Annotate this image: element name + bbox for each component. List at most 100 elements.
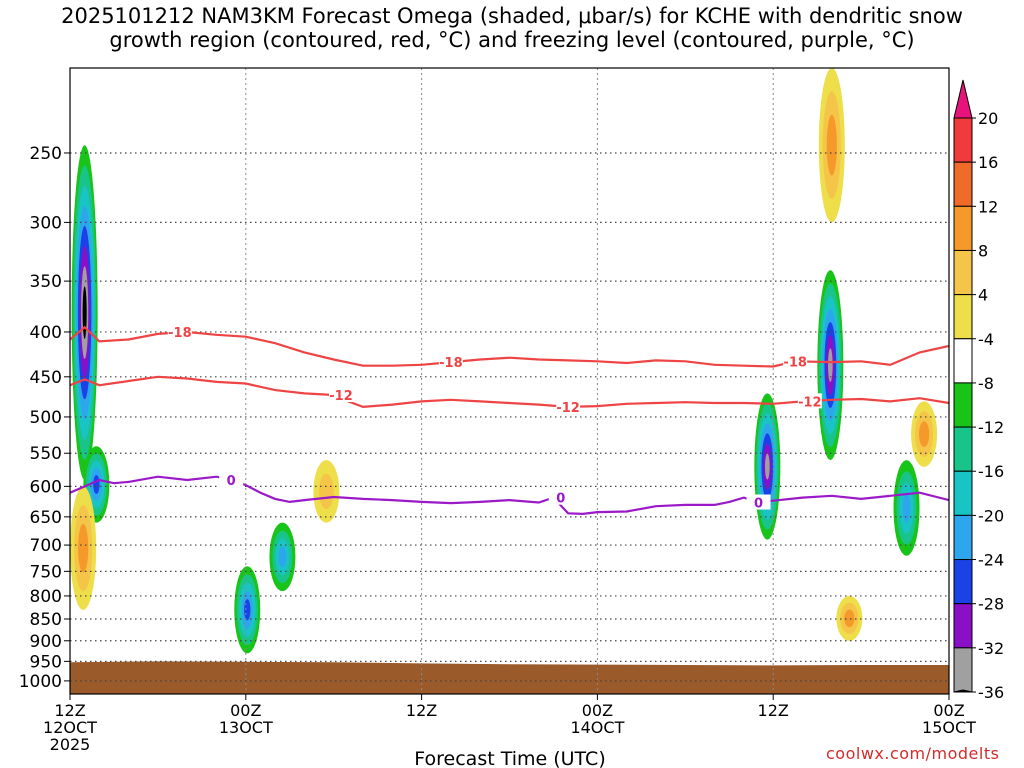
contour-dgz-minus18: -18 -18 -18 — [70, 323, 949, 371]
omega-cell-ascent — [817, 270, 844, 461]
y-tick-label: 1000 — [19, 672, 62, 692]
contour-label: -18 — [783, 355, 807, 370]
colorbar-label: 4 — [978, 286, 988, 305]
colorbar-top-arrow — [953, 79, 973, 119]
contour-dgz-minus12: -12 -12 -12 — [70, 375, 949, 416]
colorbar-label: -12 — [978, 418, 1004, 437]
y-tick-label: 950 — [30, 652, 62, 672]
y-tick-label: 350 — [30, 272, 62, 292]
x-tick-label: 00Z — [230, 701, 261, 720]
contours: -18 -18 -18 -12 -12 -12 0 0 0 — [70, 323, 949, 516]
contour-label-bg — [746, 494, 771, 510]
omega-cell-descent — [836, 595, 863, 641]
colorbar-swatch — [953, 161, 973, 207]
omega-cell-descent — [818, 68, 845, 223]
x-tick-label: 12Z — [406, 701, 437, 720]
colorbar-swatch — [953, 559, 973, 605]
omega-cell-descent — [313, 460, 340, 523]
y-tick-label: 450 — [30, 368, 62, 388]
contour-label: 0 — [227, 474, 236, 489]
chart-title-line1: 2025101212 NAM3KM Forecast Omega (shaded… — [61, 4, 963, 28]
x-tick-label: 13OCT — [219, 718, 273, 737]
colorbar-swatch — [953, 117, 973, 163]
omega-contour-band — [826, 114, 837, 176]
y-tick-label: 700 — [30, 536, 62, 556]
x-tick-label: 00Z — [933, 701, 964, 720]
y-tick-label: 900 — [30, 632, 62, 652]
colorbar-swatch — [953, 470, 973, 516]
omega-contour-band — [828, 348, 833, 383]
omega-contour-band — [244, 599, 251, 621]
x-tick-label: 2025 — [50, 735, 91, 754]
colorbar-swatch — [953, 294, 973, 340]
y-tick-label: 550 — [30, 444, 62, 464]
omega-contour-band — [765, 453, 770, 480]
y-tick-label: 650 — [30, 508, 62, 528]
x-tick-label: 12Z — [54, 701, 85, 720]
omega-contour-band — [844, 609, 855, 628]
colorbar-label: -24 — [978, 551, 1004, 570]
colorbar-label: -20 — [978, 506, 1004, 525]
contour-label-bg — [797, 393, 822, 409]
terrain-fill — [70, 661, 949, 694]
contour-line — [70, 475, 949, 516]
contour-label-bg — [548, 489, 573, 505]
y-axis: 2503003504004505005506006507007508008509… — [19, 144, 70, 692]
colorbar-label: -36 — [978, 683, 1004, 702]
omega-contour-band — [82, 286, 87, 339]
chart-title-line2: growth region (contoured, red, °C) and f… — [109, 28, 915, 52]
colorbar-swatch — [953, 647, 973, 693]
colorbar-label: -8 — [978, 374, 994, 393]
chart-title: 2025101212 NAM3KM Forecast Omega (shaded… — [0, 4, 1024, 52]
contour-freezing-level: 0 0 0 — [70, 471, 949, 516]
contour-label: -18 — [439, 356, 463, 371]
omega-shading — [70, 68, 938, 654]
omega-cell-descent — [911, 401, 938, 467]
y-tick-label: 800 — [30, 587, 62, 607]
omega-cell-ascent — [893, 460, 920, 556]
credit-text: coolwx.com/modelts — [826, 744, 1000, 763]
colorbar-swatch — [953, 338, 973, 384]
colorbar-swatch — [953, 514, 973, 561]
x-tick-label: 00Z — [582, 701, 613, 720]
colorbar-swatch — [953, 382, 973, 428]
colorbar-bottom-arrow — [953, 689, 973, 693]
contour-line — [70, 375, 949, 409]
colorbar-swatch — [953, 205, 973, 251]
x-axis-label: Forecast Time (UTC) — [414, 748, 605, 768]
contour-line — [70, 325, 949, 368]
colorbar-label: 8 — [978, 241, 988, 260]
omega-cell-descent — [70, 486, 97, 610]
contour-label: -18 — [168, 326, 192, 341]
omega-contour-band — [93, 475, 100, 494]
colorbar-label: 16 — [978, 153, 998, 172]
omega-cell-ascent — [234, 566, 261, 654]
colorbar-label: -4 — [978, 330, 994, 349]
omega-contour-band — [278, 546, 287, 568]
omega-cell-ascent — [83, 446, 110, 523]
colorbar-label: 12 — [978, 197, 998, 216]
contour-label: -12 — [329, 389, 353, 404]
contour-label: -12 — [556, 401, 580, 416]
colorbar-label: -16 — [978, 462, 1004, 481]
y-tick-label: 850 — [30, 610, 62, 630]
terrain-surface — [70, 661, 949, 694]
contour-label-bg — [329, 386, 354, 402]
contour-label-bg — [783, 353, 808, 369]
colorbar-label: 20 — [978, 109, 998, 128]
x-tick-label: 12OCT — [43, 718, 97, 737]
plot-frame — [69, 67, 950, 695]
colorbar: 20 16 12 8 4 -4 -8 -12 -16 -20 -24 -28 -32 -36 — [953, 79, 1004, 702]
contour-label-bg — [167, 323, 192, 339]
omega-cell-ascent — [269, 522, 296, 592]
y-tick-label: 300 — [30, 213, 62, 233]
x-tick-label: 12Z — [758, 701, 789, 720]
y-tick-label: 250 — [30, 144, 62, 164]
y-tick-label: 400 — [30, 323, 62, 343]
colorbar-label: -32 — [978, 639, 1004, 658]
omega-cell-ascent — [71, 145, 98, 480]
colorbar-swatch — [953, 426, 973, 472]
omega-contour-band — [902, 493, 911, 523]
